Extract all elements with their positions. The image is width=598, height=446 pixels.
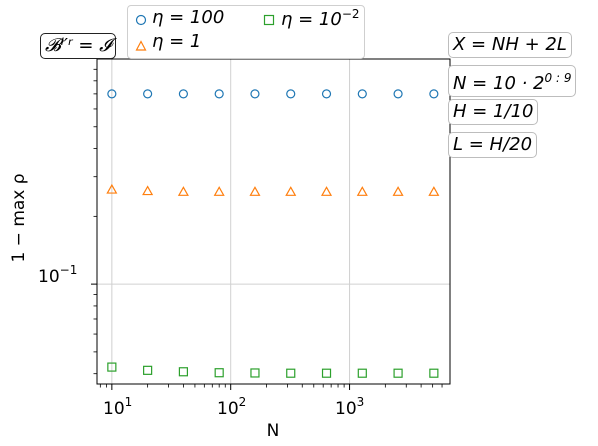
data-point-circle bbox=[393, 89, 403, 99]
data-point-square bbox=[357, 368, 367, 378]
data-point-triangle bbox=[392, 186, 404, 196]
grid-lines bbox=[97, 59, 450, 384]
x-axis-label: N bbox=[267, 421, 280, 441]
data-point-square bbox=[321, 368, 332, 378]
l-definition: L = H/20 bbox=[453, 134, 533, 155]
n-definition-exponent: 0 : 9 bbox=[544, 71, 572, 85]
data-point-circle bbox=[357, 89, 367, 99]
data-point-triangle bbox=[106, 183, 118, 194]
boundary-label-box: 𝓑ˡ′ʳ = 𝓘 bbox=[40, 33, 117, 59]
legend-item-eta-small: η = 10−2 bbox=[281, 7, 360, 30]
x-definition-box: X = NH + 2L bbox=[448, 32, 572, 58]
data-point-circle bbox=[107, 89, 117, 99]
legend-square-marker bbox=[263, 14, 275, 26]
x-tick-label-1: 101 bbox=[103, 395, 132, 419]
boundary-label: 𝓑ˡ′ʳ = 𝓘 bbox=[45, 35, 112, 56]
legend-triangle-marker bbox=[135, 40, 147, 51]
data-points bbox=[106, 89, 440, 378]
legend-item-eta1: η = 1 bbox=[152, 31, 202, 52]
data-point-square bbox=[286, 368, 296, 378]
data-point-triangle bbox=[356, 186, 368, 196]
l-definition-box: L = H/20 bbox=[448, 132, 538, 158]
y-tick-label: 10−1 bbox=[38, 263, 77, 287]
data-point-triangle bbox=[249, 186, 261, 196]
data-point-circle bbox=[429, 89, 439, 99]
data-point-triangle bbox=[177, 186, 189, 196]
data-point-square bbox=[178, 367, 189, 377]
data-point-square bbox=[107, 362, 117, 372]
y-axis-label: 1 − max ρ bbox=[9, 173, 29, 262]
legend: η = 100 η = 10−2 η = 1 bbox=[127, 5, 365, 59]
data-point-triangle bbox=[142, 185, 154, 196]
data-point-circle bbox=[214, 89, 224, 99]
plot-area-frame bbox=[96, 58, 451, 385]
data-point-triangle bbox=[428, 186, 440, 196]
data-point-triangle bbox=[213, 186, 225, 196]
data-point-triangle bbox=[320, 186, 333, 196]
data-point-square bbox=[429, 368, 439, 378]
legend-circle-marker bbox=[135, 14, 147, 26]
h-definition: H = 1/10 bbox=[453, 101, 534, 122]
data-point-circle bbox=[250, 89, 260, 99]
legend-item-eta100: η = 100 bbox=[152, 7, 225, 28]
data-point-square bbox=[393, 368, 403, 378]
n-definition: N = 10 · 2 bbox=[453, 73, 545, 94]
axis-ticks bbox=[91, 68, 443, 390]
data-point-square bbox=[214, 368, 224, 378]
data-point-square bbox=[250, 368, 260, 378]
data-point-triangle bbox=[285, 186, 297, 196]
h-definition-box: H = 1/10 bbox=[448, 99, 539, 125]
data-point-circle bbox=[143, 89, 153, 99]
data-point-circle bbox=[286, 89, 296, 99]
data-point-circle bbox=[178, 89, 189, 99]
n-definition-box: N = 10 · 20 : 9 bbox=[448, 65, 577, 97]
x-tick-label-2: 102 bbox=[217, 395, 246, 419]
x-tick-label-3: 103 bbox=[335, 395, 364, 419]
x-definition: X = NH + 2L bbox=[453, 34, 567, 55]
data-point-circle bbox=[321, 89, 332, 99]
data-point-square bbox=[143, 365, 153, 375]
